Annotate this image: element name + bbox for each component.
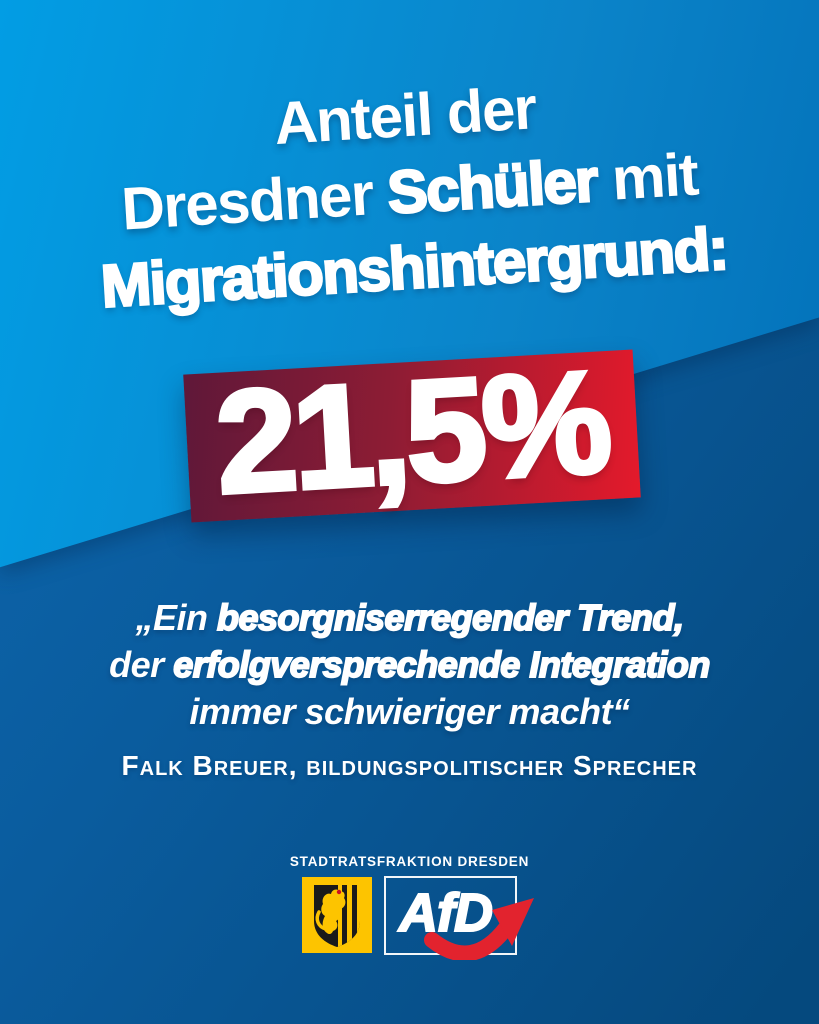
stat-value: 21,5% [209,337,614,526]
stat-box: 21,5% [183,337,641,526]
quote-line-3: immer schwieriger macht“ [0,688,819,735]
quote-segment: „Ein [135,597,218,638]
headline-segment: Anteil der [272,74,538,158]
afd-arrow-icon [424,898,534,960]
logo-row: AfD [302,876,534,960]
afd-logo-text: AfD [398,883,494,943]
logo-org-label: STADTRATSFRAKTION DRESDEN [289,854,530,869]
quote-segment-bold: erfolgversprechende Integration [172,643,711,686]
headline-segment: Dresdner [119,159,390,243]
quote-segment: der [109,644,174,685]
quote-segment-bold: besorgniserregender Trend, [216,596,685,639]
logo-block: STADTRATSFRAKTION DRESDEN [0,854,819,960]
headline-segment: mit [594,140,700,214]
attribution: Falk Breuer, bildungspolitischer Spreche… [121,750,698,781]
dresden-crest-icon [302,876,372,954]
quote-segment: immer schwieriger macht“ [189,691,630,732]
quote: „Ein besorgniserregender Trend, der erfo… [0,594,819,735]
quote-line-2: der erfolgversprechende Integration [0,641,819,688]
quote-line-1: „Ein besorgniserregender Trend, [0,594,819,641]
headline-segment-bold: Schüler [384,145,600,227]
